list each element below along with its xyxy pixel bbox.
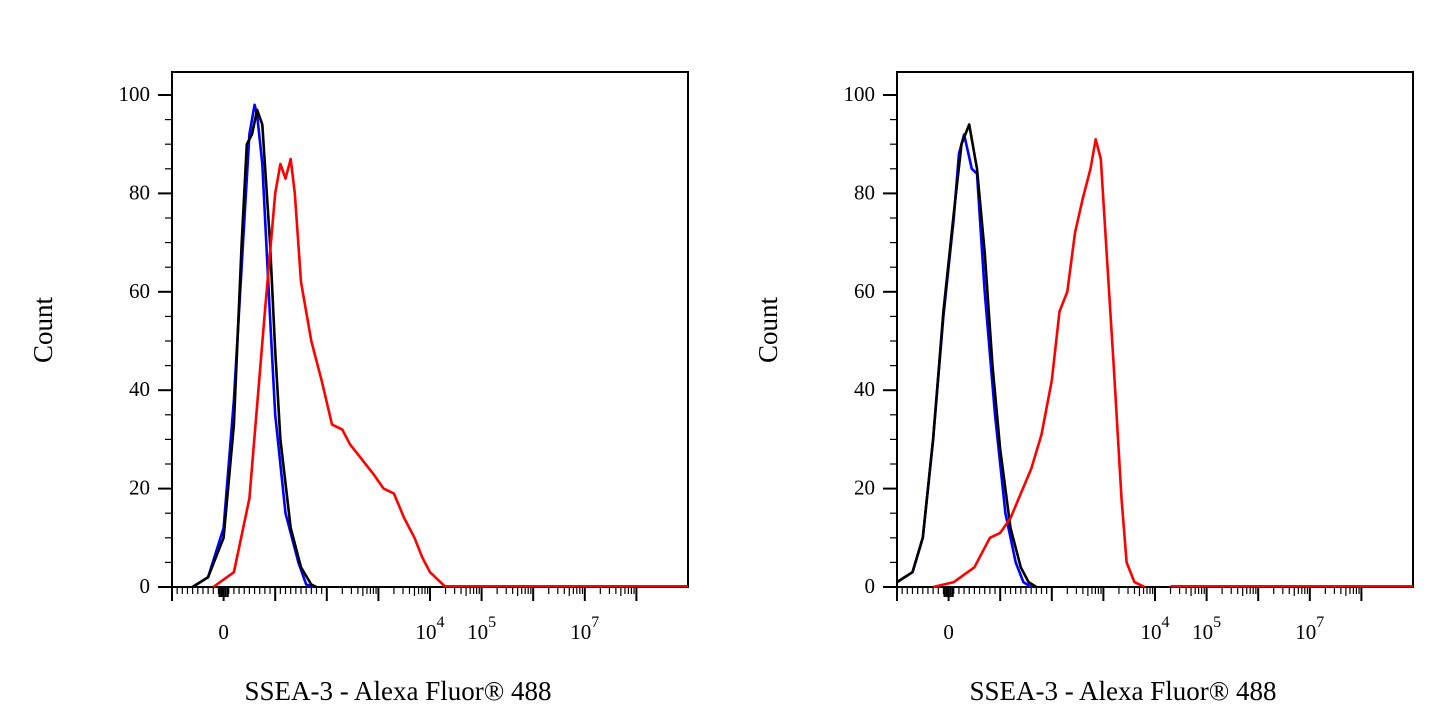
- histogram-chart-left: 0 20 40 60 80 100 0 104 105 107 Count SSEA-3 - Alex…: [28, 71, 689, 706]
- x-tick-label: 107: [570, 614, 599, 644]
- y-tick-label: 20: [129, 476, 150, 500]
- y-tick-label: 60: [129, 279, 150, 303]
- y-tick-label: 40: [854, 377, 875, 401]
- x-axis-label: SSEA-3 - Alexa Fluor® 488: [244, 676, 551, 706]
- y-tick-label: 0: [140, 574, 151, 598]
- y-tick-label: 0: [865, 574, 876, 598]
- x-tick-label: 0: [943, 620, 954, 644]
- x-tick-label: 107: [1295, 614, 1324, 644]
- y-axis-ticks: [883, 94, 897, 588]
- x-tick-label: 104: [1141, 614, 1170, 644]
- y-tick-label: 80: [854, 180, 875, 204]
- y-tick-label: 80: [129, 180, 150, 204]
- x-tick-label: 0: [218, 620, 229, 644]
- x-tick-label: 104: [416, 614, 445, 644]
- series-line-0: [191, 103, 315, 589]
- x-tick-label: 105: [467, 614, 496, 644]
- y-tick-label: 60: [854, 279, 875, 303]
- y-tick-label: 100: [844, 82, 876, 106]
- series-line-1: [896, 123, 1037, 589]
- histogram-panel-left: 0 20 40 60 80 100 0 104 105 107 Count SSEA-3 - Alex…: [0, 0, 720, 723]
- y-axis-label: Count: [753, 296, 783, 363]
- y-axis-label: Count: [28, 296, 58, 363]
- series-line-2: [932, 138, 1146, 589]
- y-axis-ticks: [158, 94, 172, 588]
- x-axis-ticks: [896, 587, 1363, 601]
- series-line-2: [212, 157, 447, 589]
- x-axis-label: SSEA-3 - Alexa Fluor® 488: [969, 676, 1276, 706]
- histogram-chart-right: 0 20 40 60 80 100 0 104 105 107 Count SSEA-3 - Alex…: [753, 71, 1414, 706]
- y-tick-label: 100: [119, 82, 151, 106]
- histogram-panel-right: 0 20 40 60 80 100 0 104 105 107 Count SSEA-3 - Alex…: [725, 0, 1445, 723]
- y-tick-label: 40: [129, 377, 150, 401]
- series-line-1: [191, 108, 318, 589]
- y-tick-label: 20: [854, 476, 875, 500]
- x-tick-label: 105: [1192, 614, 1221, 644]
- x-axis-ticks: [171, 587, 638, 601]
